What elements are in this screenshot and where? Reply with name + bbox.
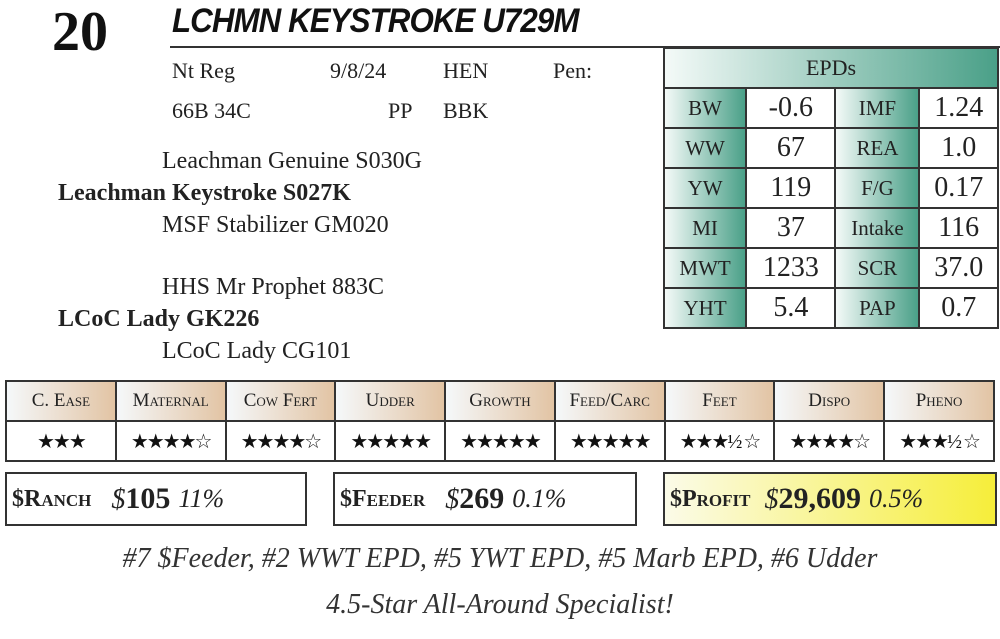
rating-label: Maternal (114, 380, 227, 422)
ranch-percentile: 11% (178, 484, 225, 513)
profit-value: $29,609 (764, 482, 862, 515)
profit-percentile: 0.5% (869, 484, 924, 513)
epd-header: EPDs (663, 47, 999, 89)
epd-value: 0.7 (918, 287, 999, 329)
divider (170, 46, 1000, 48)
tagline: 4.5-Star All-Around Specialist! (326, 589, 674, 620)
rating-label: Pheno (883, 380, 995, 422)
rating-label: Cow Fert (224, 380, 337, 422)
epd-value: 37 (745, 207, 837, 249)
epd-value: 67 (745, 127, 837, 169)
star-rating: ★★★★★ (334, 420, 447, 462)
epd-label: IMF (834, 87, 921, 129)
feeder-value: $269 (445, 482, 505, 515)
polled-status: PP (388, 98, 413, 123)
epd-label: F/G (834, 167, 921, 209)
coat-color: BBK (443, 98, 489, 123)
star-rating: ★★★★★ (444, 420, 556, 462)
dam-dam: LCoC Lady CG101 (162, 338, 352, 364)
epd-value: 1233 (745, 247, 837, 289)
epd-row: WW 67 REA 1.0 (662, 127, 999, 169)
star-rating: ★★★★☆ (114, 420, 227, 462)
epd-value: 119 (745, 167, 837, 209)
registration: Nt Reg (172, 58, 235, 83)
rating-label: Feed/Carc (553, 380, 666, 422)
epd-label: Intake (834, 207, 921, 249)
epd-table: EPDs BW -0.6 IMF 1.24 WW 67 REA 1.0 YW 119 F/G 0.17… (662, 47, 999, 329)
rating-label: C. Ease (5, 380, 117, 422)
epd-row: YW 119 F/G 0.17 (662, 167, 999, 209)
feeder-index: $Feeder $269 0.1% (333, 472, 637, 526)
epd-value: 5.4 (745, 287, 837, 329)
epd-label: BW (662, 87, 748, 129)
epd-label: YHT (662, 287, 748, 329)
epd-label: REA (834, 127, 921, 169)
epd-label: MI (662, 207, 748, 249)
profit-index: $Profit $29,609 0.5% (663, 472, 997, 526)
star-rating: ★★★½ ☆ (663, 420, 776, 462)
star-rating: ★★★★★ (553, 420, 666, 462)
pen: Pen: (553, 58, 593, 83)
epd-value: 0.17 (918, 167, 999, 209)
dam-sire: HHS Mr Prophet 883C (162, 274, 385, 300)
rating-label: Feet (663, 380, 776, 422)
epd-label: PAP (834, 287, 921, 329)
epd-label: SCR (834, 247, 921, 289)
tattoo: HEN (443, 58, 489, 83)
epd-value: 1.0 (918, 127, 999, 169)
epd-value: 37.0 (918, 247, 999, 289)
rating-label: Dispo (773, 380, 886, 422)
epd-label: MWT (662, 247, 748, 289)
feeder-percentile: 0.1% (512, 484, 567, 513)
profit-label: $Profit (670, 485, 751, 512)
dam: LCoC Lady GK226 (58, 306, 260, 332)
lot-number: 20 (52, 1, 108, 63)
ranch-index: $Ranch $105 11% (5, 472, 307, 526)
rating-label: Growth (444, 380, 556, 422)
ranch-label: $Ranch (12, 485, 92, 512)
star-rating: ★★★★☆ (773, 420, 886, 462)
epd-row: YHT 5.4 PAP 0.7 (662, 287, 999, 329)
epd-row: MWT 1233 SCR 37.0 (662, 247, 999, 289)
epd-value: -0.6 (745, 87, 837, 129)
highlights: #7 $Feeder, #2 WWT EPD, #5 YWT EPD, #5 M… (122, 543, 878, 574)
sire: Leachman Keystroke S027K (58, 180, 351, 206)
animal-id: 66B 34C (172, 98, 251, 123)
epd-value: 116 (918, 207, 999, 249)
epd-label: WW (662, 127, 748, 169)
rating-label: Udder (334, 380, 447, 422)
sire-sire: Leachman Genuine S030G (162, 148, 422, 174)
ranch-value: $105 (111, 482, 171, 515)
animal-name: LCHMN KEYSTROKE U729M (172, 2, 579, 40)
star-rating: ★★★★☆ (224, 420, 337, 462)
star-rating: ★★★ (5, 420, 117, 462)
sire-dam: MSF Stabilizer GM020 (162, 212, 389, 238)
epd-row: MI 37 Intake 116 (662, 207, 999, 249)
ratings-table: C. Ease Maternal Cow Fert Udder Growth Feed/C… (5, 380, 995, 462)
epd-row: BW -0.6 IMF 1.24 (662, 87, 999, 129)
star-rating: ★★★½ ☆ (883, 420, 995, 462)
feeder-label: $Feeder (340, 485, 426, 512)
birth-date: 9/8/24 (330, 58, 387, 83)
epd-label: YW (662, 167, 748, 209)
epd-value: 1.24 (918, 87, 999, 129)
